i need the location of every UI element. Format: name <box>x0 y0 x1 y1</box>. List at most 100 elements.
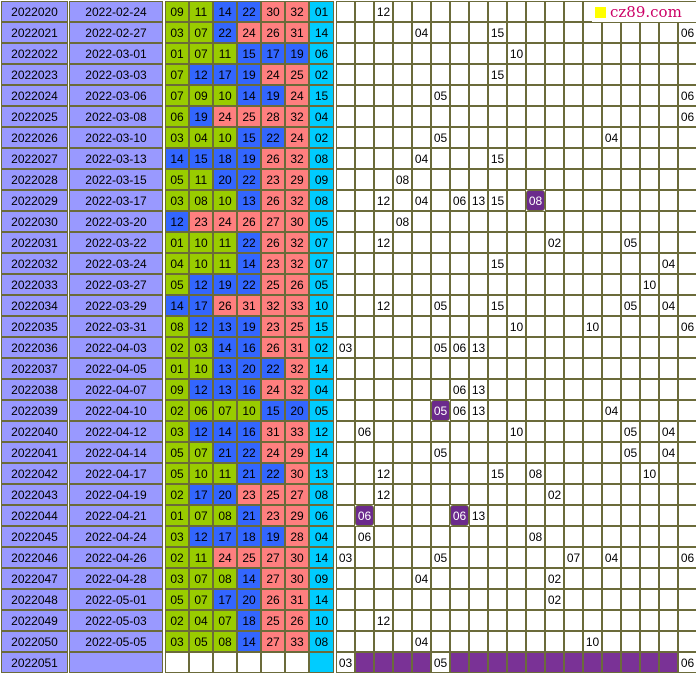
empty-mark-cell <box>469 148 488 169</box>
number-ball: 14 <box>213 337 237 358</box>
number-ball: 26 <box>285 610 309 631</box>
empty-mark-cell <box>412 379 431 400</box>
date-cell: 2022-03-01 <box>69 43 163 64</box>
empty-mark-cell <box>469 463 488 484</box>
trend-mark: 06 <box>450 337 469 358</box>
number-ball: 20 <box>285 400 309 421</box>
empty-mark-cell <box>583 106 602 127</box>
empty-mark-cell <box>507 22 526 43</box>
empty-mark-cell <box>621 43 640 64</box>
empty-mark-cell <box>450 22 469 43</box>
number-ball: 03 <box>189 337 213 358</box>
number-ball: 14 <box>165 148 189 169</box>
number-ball: 16 <box>237 337 261 358</box>
empty-mark-cell <box>412 64 431 85</box>
empty-mark-cell <box>450 43 469 64</box>
empty-mark-cell <box>469 358 488 379</box>
empty-mark-cell <box>336 232 355 253</box>
empty-number-cell <box>213 652 237 673</box>
empty-mark-cell <box>678 421 696 442</box>
empty-mark-cell <box>640 589 659 610</box>
date-cell: 2022-04-17 <box>69 463 163 484</box>
trend-mark: 03 <box>336 337 355 358</box>
empty-mark-cell <box>545 295 564 316</box>
number-ball: 05 <box>165 589 189 610</box>
number-ball: 02 <box>165 400 189 421</box>
empty-mark-cell <box>602 610 621 631</box>
number-ball: 24 <box>213 547 237 568</box>
empty-mark-cell <box>602 379 621 400</box>
empty-mark-cell <box>602 421 621 442</box>
bonus-ball: 06 <box>309 43 334 64</box>
number-ball: 23 <box>189 211 213 232</box>
empty-number-cell <box>165 652 189 673</box>
empty-mark-cell <box>355 484 374 505</box>
empty-mark-cell <box>602 316 621 337</box>
number-ball: 31 <box>285 337 309 358</box>
empty-mark-cell <box>393 505 412 526</box>
empty-mark-cell <box>374 568 393 589</box>
empty-mark-cell <box>412 463 431 484</box>
number-ball: 12 <box>189 274 213 295</box>
empty-mark-cell <box>450 106 469 127</box>
empty-mark-cell <box>678 64 696 85</box>
empty-mark-cell <box>336 526 355 547</box>
empty-mark-cell <box>564 295 583 316</box>
empty-mark-cell <box>602 85 621 106</box>
trend-mark: 12 <box>374 1 393 22</box>
empty-mark-cell <box>431 148 450 169</box>
empty-mark-cell <box>602 211 621 232</box>
number-ball: 23 <box>261 253 285 274</box>
empty-mark-cell <box>659 64 678 85</box>
empty-mark-cell <box>621 106 640 127</box>
empty-mark-cell <box>564 610 583 631</box>
empty-mark-cell <box>507 610 526 631</box>
empty-mark-cell <box>526 106 545 127</box>
empty-mark-cell <box>507 169 526 190</box>
empty-mark-cell <box>659 610 678 631</box>
empty-mark-cell <box>564 358 583 379</box>
empty-mark-cell <box>564 1 583 22</box>
purple-bar-cell <box>488 652 507 673</box>
number-ball: 03 <box>165 631 189 652</box>
empty-mark-cell <box>412 295 431 316</box>
number-ball: 04 <box>189 610 213 631</box>
empty-mark-cell <box>621 316 640 337</box>
empty-mark-cell <box>678 295 696 316</box>
number-ball: 07 <box>189 589 213 610</box>
empty-mark-cell <box>355 43 374 64</box>
empty-mark-cell <box>450 484 469 505</box>
number-ball: 10 <box>213 85 237 106</box>
empty-mark-cell <box>431 484 450 505</box>
empty-mark-cell <box>545 505 564 526</box>
date-cell: 2022-03-08 <box>69 106 163 127</box>
empty-mark-cell <box>583 463 602 484</box>
empty-mark-cell <box>621 400 640 421</box>
purple-bar-cell <box>583 652 602 673</box>
number-ball: 01 <box>165 43 189 64</box>
empty-mark-cell <box>507 547 526 568</box>
empty-mark-cell <box>564 568 583 589</box>
date-cell: 2022-04-21 <box>69 505 163 526</box>
issue-cell: 2022049 <box>1 610 68 631</box>
number-ball: 03 <box>165 22 189 43</box>
number-ball: 25 <box>237 106 261 127</box>
number-ball: 12 <box>189 64 213 85</box>
empty-mark-cell <box>507 1 526 22</box>
empty-mark-cell <box>640 568 659 589</box>
empty-mark-cell <box>678 400 696 421</box>
number-ball: 14 <box>165 295 189 316</box>
empty-mark-cell <box>507 484 526 505</box>
number-ball: 03 <box>165 526 189 547</box>
number-ball: 14 <box>237 253 261 274</box>
empty-mark-cell <box>374 211 393 232</box>
empty-mark-cell <box>678 169 696 190</box>
trend-mark: 06 <box>450 379 469 400</box>
empty-mark-cell <box>431 358 450 379</box>
bonus-ball: 14 <box>309 358 334 379</box>
empty-mark-cell <box>488 505 507 526</box>
empty-mark-cell <box>374 274 393 295</box>
empty-mark-cell <box>412 232 431 253</box>
number-ball: 01 <box>165 232 189 253</box>
date-cell: 2022-03-20 <box>69 211 163 232</box>
